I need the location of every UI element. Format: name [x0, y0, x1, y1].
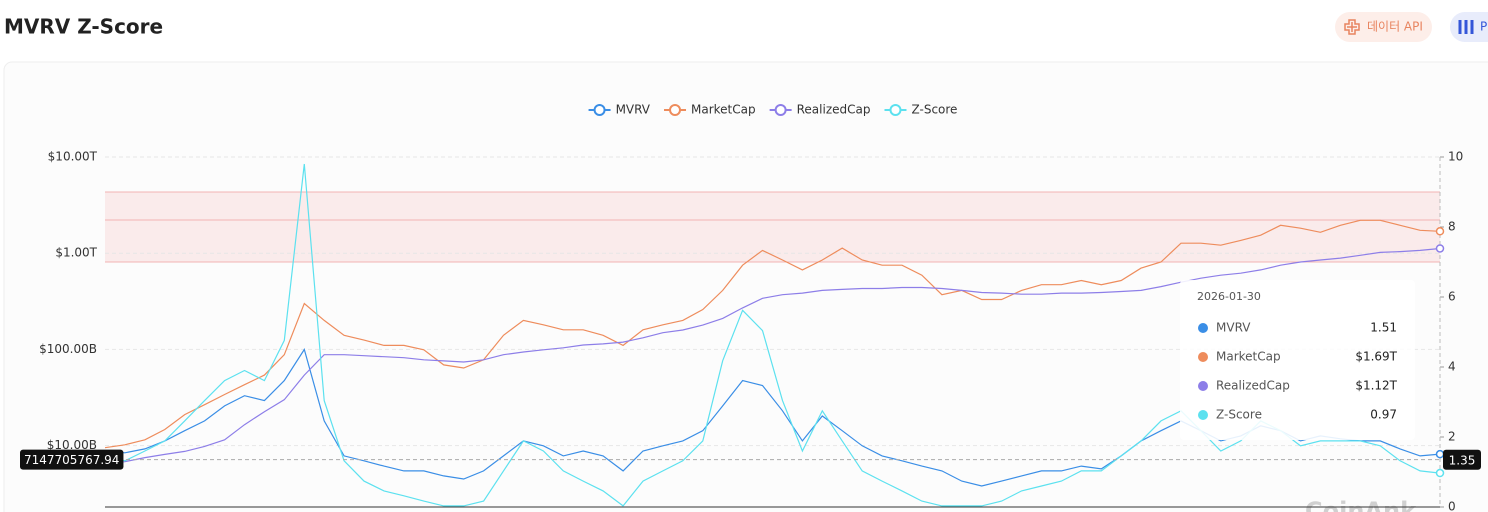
button-bg [1335, 12, 1432, 42]
y-tick-label: $100.00B [39, 342, 97, 356]
tooltip-name: RealizedCap [1216, 379, 1290, 393]
y2-tick-label: 6 [1448, 290, 1456, 304]
tooltip-dot [1198, 352, 1208, 362]
y2-tick-label: 8 [1448, 220, 1456, 234]
y2-tick-label: 2 [1448, 430, 1456, 444]
legend-label: MarketCap [691, 103, 756, 117]
legend-icon [774, 104, 787, 116]
tooltip-dot [1198, 410, 1208, 420]
button-icon [1344, 19, 1360, 35]
y-tick-label: $10.00T [48, 150, 98, 164]
legend-icon [669, 104, 682, 116]
tooltip-date: 2026-01-30 [1197, 290, 1261, 303]
tooltip-value: 1.51 [1370, 321, 1397, 335]
button-icon [1458, 20, 1474, 34]
tooltip: 2026-01-30 MVRV 1.51 MarketCap $1.69T Realize… [1180, 280, 1415, 440]
button-bg [1450, 12, 1488, 42]
tooltip-bg [1180, 280, 1415, 440]
y-tick-label: $10.00B [47, 438, 97, 452]
button-label: 데이터 API [1367, 20, 1423, 34]
y2-tick-label: 4 [1448, 360, 1456, 374]
legend-label: Z-Score [911, 103, 957, 117]
tooltip-name: MarketCap [1216, 350, 1281, 364]
series-line [105, 247, 1441, 465]
pointer-label-bg [20, 449, 124, 470]
end-point [1435, 227, 1445, 236]
legend-icon [889, 104, 902, 116]
pointer-label: 1.35 [1449, 453, 1476, 467]
legend-item[interactable]: RealizedCap [769, 103, 871, 117]
y-tick-label: $1.00T [55, 246, 97, 260]
api-button[interactable]: 데이터 API [1335, 12, 1432, 42]
end-point [1435, 244, 1445, 253]
tooltip-value: 0.97 [1370, 408, 1397, 422]
highlight-band [105, 192, 1440, 262]
tooltip-dot [1198, 323, 1208, 333]
pointer-label-bg [1443, 449, 1481, 470]
legend-icon [593, 104, 606, 116]
legend-item[interactable]: Z-Score [884, 103, 957, 117]
legend-item[interactable]: MarketCap [664, 103, 756, 117]
end-point [1435, 468, 1445, 478]
tooltip-value: $1.12T [1355, 379, 1397, 393]
y2-tick-label: 10 [1448, 150, 1463, 164]
pro-button[interactable]: P [1450, 12, 1488, 42]
tooltip-name: Z-Score [1216, 408, 1262, 422]
tooltip-name: MVRV [1216, 321, 1251, 335]
button-label: P [1480, 20, 1487, 34]
y2-tick-label: 0 [1448, 500, 1456, 512]
page-title: MVRV Z-Score [4, 15, 163, 39]
legend: MVRV MarketCap RealizedCap Z-Score [588, 103, 957, 117]
legend-item[interactable]: MVRV [588, 103, 651, 117]
end-point [1435, 449, 1445, 459]
legend-label: MVRV [616, 103, 651, 117]
watermark: CoinAnk [1305, 497, 1417, 512]
tooltip-dot [1198, 381, 1208, 391]
pointer-label: 7147705767.94 [24, 453, 119, 467]
series-line [105, 163, 1441, 507]
card [3, 61, 1488, 512]
legend-label: RealizedCap [797, 103, 871, 117]
tooltip-value: $1.69T [1355, 350, 1397, 364]
series-line [105, 219, 1441, 449]
